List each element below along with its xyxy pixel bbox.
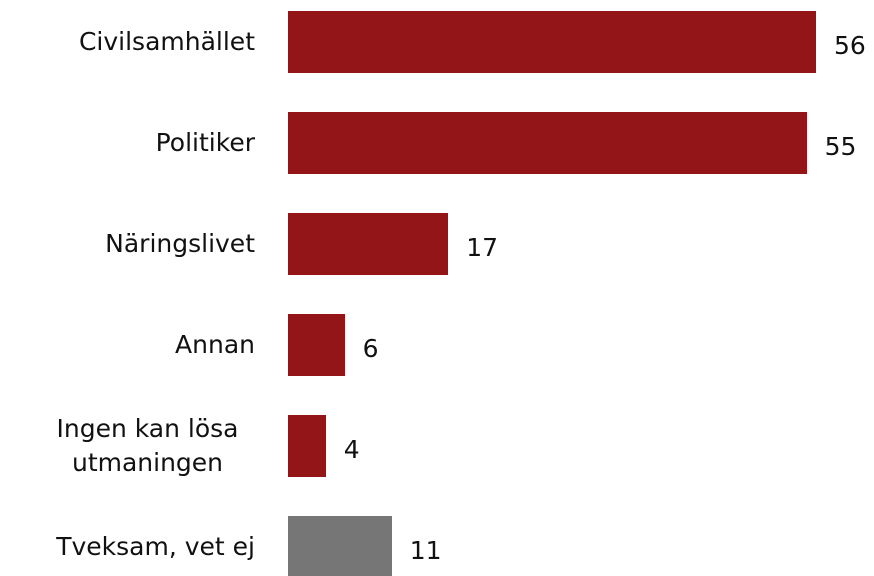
- value-label: 17: [466, 233, 499, 262]
- category-label: Annan: [5, 328, 255, 362]
- bar: [288, 314, 345, 376]
- bar: [288, 213, 449, 275]
- category-text: Annan: [175, 330, 255, 359]
- category-text: Tveksam, vet ej: [56, 532, 255, 561]
- value-label: 6: [362, 334, 379, 363]
- category-label: Ingen kan lösa utmaningen: [5, 412, 255, 480]
- value-label: 56: [834, 31, 866, 60]
- category-label: Politiker: [5, 126, 255, 160]
- category-text: Näringslivet: [105, 229, 255, 258]
- bar: [288, 112, 807, 174]
- value-label: 11: [409, 536, 442, 565]
- category-text: Politiker: [155, 128, 255, 157]
- category-label: Näringslivet: [5, 227, 255, 261]
- value-label: 55: [824, 132, 857, 161]
- bar: [288, 11, 816, 73]
- bar: [288, 516, 392, 576]
- category-label: Tveksam, vet ej: [5, 530, 255, 564]
- category-label: Civilsamhället: [5, 25, 255, 59]
- category-text: Civilsamhället: [78, 27, 255, 56]
- value-label: 4: [343, 435, 360, 464]
- bar: [288, 415, 326, 477]
- category-text: Ingen kan lösa utmaningen: [56, 414, 239, 477]
